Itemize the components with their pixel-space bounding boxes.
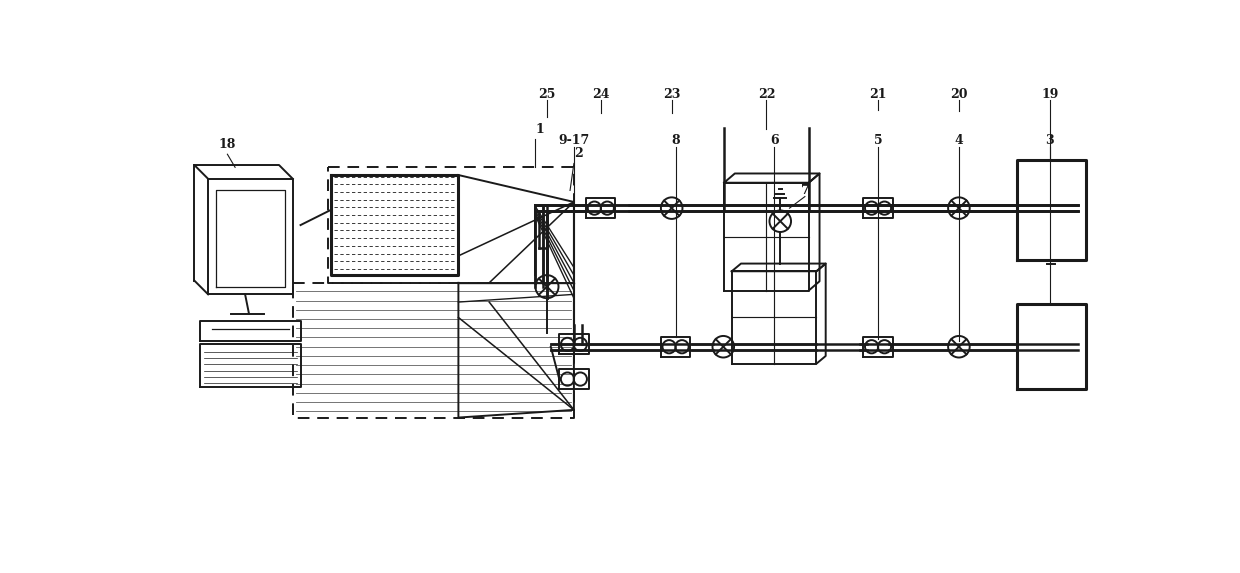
Text: 24: 24 [591,88,610,101]
Text: 7: 7 [801,184,810,197]
Text: 5: 5 [874,134,883,147]
Text: 20: 20 [950,88,967,101]
Text: 21: 21 [869,88,887,101]
Text: 8: 8 [671,134,680,147]
Text: 3: 3 [1045,134,1054,147]
Text: 2: 2 [574,147,583,160]
Text: 19: 19 [1042,88,1059,101]
Text: 25: 25 [538,88,556,101]
Text: 6: 6 [770,134,779,147]
Text: 1: 1 [536,123,544,136]
Text: 22: 22 [758,88,775,101]
Text: 9-17: 9-17 [558,134,589,147]
Text: 23: 23 [663,88,681,101]
Text: 4: 4 [955,134,963,147]
Text: 18: 18 [218,138,236,151]
